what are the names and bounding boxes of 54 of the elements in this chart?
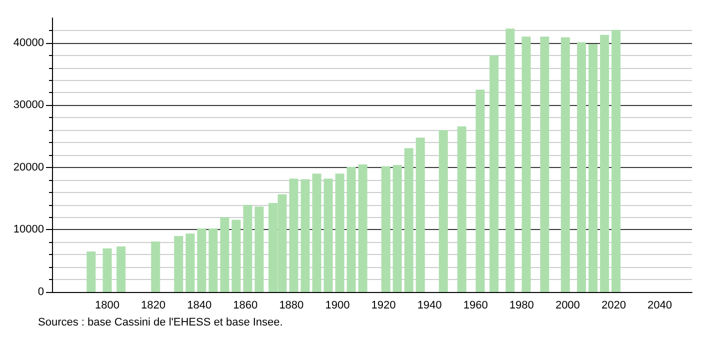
bar — [416, 138, 425, 292]
bar — [254, 206, 264, 292]
x-tick-label: 1940 — [417, 300, 442, 312]
bar — [540, 36, 550, 292]
bar — [208, 228, 218, 292]
bar — [102, 248, 112, 292]
x-tick-label: 2040 — [648, 300, 672, 312]
bar — [186, 233, 195, 292]
bar — [612, 30, 621, 292]
bar — [116, 246, 126, 292]
bar — [174, 236, 184, 292]
bar — [438, 130, 448, 292]
bar — [300, 179, 310, 292]
bar — [86, 252, 96, 292]
x-tick-label: 1920 — [371, 300, 396, 312]
x-tick-label: 1980 — [509, 300, 534, 312]
source-note: Sources : base Cassini de l'EHESS et base Insee. — [38, 316, 283, 328]
x-tick-label: 1840 — [187, 300, 212, 312]
bar — [312, 174, 322, 292]
bar — [243, 204, 252, 292]
x-tick-label: 1880 — [279, 300, 304, 312]
x-tick-label: 1960 — [463, 300, 488, 312]
x-tick-label: 1800 — [95, 300, 120, 312]
bar — [381, 166, 390, 292]
y-tick-label: 40000 — [13, 36, 44, 49]
bar — [197, 228, 206, 292]
bar — [358, 164, 368, 292]
bar — [289, 178, 298, 292]
bar — [151, 242, 160, 292]
y-tick-label: 20000 — [13, 161, 44, 174]
bar — [457, 126, 466, 292]
x-tick-label: 1860 — [233, 300, 258, 312]
bar — [220, 217, 230, 292]
bar — [324, 178, 333, 292]
bar — [476, 90, 485, 292]
y-tick-label: 10000 — [13, 224, 44, 236]
bar — [404, 148, 414, 292]
bar — [588, 44, 598, 292]
bar — [392, 164, 402, 292]
x-tick-label: 1820 — [141, 300, 166, 312]
bar — [600, 34, 610, 292]
bar — [232, 220, 241, 292]
x-tick-label: 1900 — [325, 300, 350, 312]
bar — [346, 166, 356, 292]
bar — [576, 42, 586, 292]
x-tick-label: 2020 — [601, 300, 626, 312]
y-tick-label: 30000 — [13, 99, 44, 112]
bar — [335, 174, 344, 292]
x-tick-label: 2000 — [555, 300, 580, 312]
bar — [522, 36, 531, 292]
bar — [560, 37, 570, 292]
y-tick-label: 0 — [38, 286, 44, 298]
bar — [506, 28, 515, 292]
bar — [490, 55, 499, 292]
